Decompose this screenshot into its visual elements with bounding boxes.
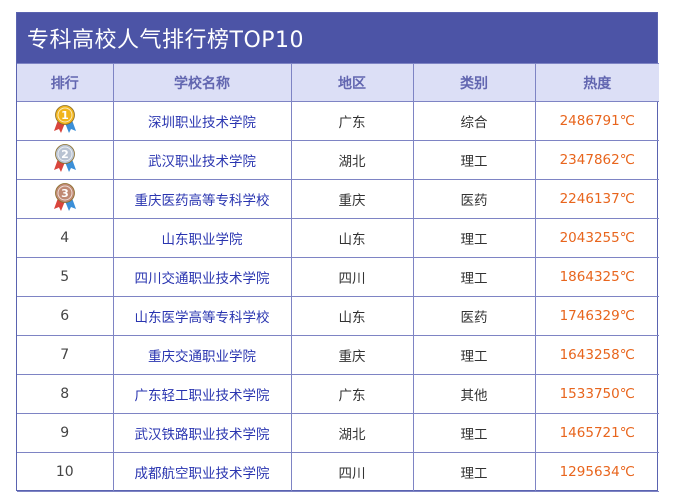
- svg-text:3: 3: [61, 187, 69, 200]
- school-name-link[interactable]: 重庆交通职业学院: [112, 335, 292, 375]
- title-bar: 专科高校人气排行榜TOP10: [17, 13, 657, 63]
- school-name-link[interactable]: 武汉铁路职业技术学院: [112, 413, 292, 453]
- table-row: 6 山东医学高等专科学校 山东 医药 1746329℃: [17, 296, 659, 336]
- category-cell: 理工: [412, 140, 536, 180]
- category-cell: 理工: [412, 257, 536, 297]
- heat-value: 2246137℃: [534, 179, 659, 219]
- table-row: 8 广东轻工职业技术学院 广东 其他 1533750℃: [17, 374, 659, 414]
- region-cell: 湖北: [290, 413, 414, 453]
- rank-cell: 10: [17, 452, 114, 492]
- table-row: 5 四川交通职业技术学院 四川 理工 1864325℃: [17, 257, 659, 297]
- heat-value: 1643258℃: [534, 335, 659, 375]
- header-category: 类别: [412, 63, 536, 102]
- table-row: 4 山东职业学院 山东 理工 2043255℃: [17, 218, 659, 258]
- header-row: 排行 学校名称 地区 类别 热度: [17, 63, 659, 102]
- heat-value: 1295634℃: [534, 452, 659, 492]
- rank-cell: 6: [17, 296, 114, 336]
- heat-value: 2347862℃: [534, 140, 659, 180]
- rank-cell: 2: [17, 140, 114, 180]
- header-rank: 排行: [17, 63, 114, 102]
- school-name-link[interactable]: 重庆医药高等专科学校: [112, 179, 292, 219]
- ranking-table: 排行 学校名称 地区 类别 热度 1 深圳职业技术学院 广东 综合 2486791℃ …: [17, 63, 659, 492]
- school-name-link[interactable]: 武汉职业技术学院: [112, 140, 292, 180]
- category-cell: 综合: [412, 101, 536, 141]
- region-cell: 广东: [290, 101, 414, 141]
- bronze-medal-icon: 3: [50, 182, 80, 216]
- region-cell: 山东: [290, 296, 414, 336]
- region-cell: 广东: [290, 374, 414, 414]
- region-cell: 重庆: [290, 335, 414, 375]
- school-name-link[interactable]: 广东轻工职业技术学院: [112, 374, 292, 414]
- school-name-link[interactable]: 四川交通职业技术学院: [112, 257, 292, 297]
- school-name-link[interactable]: 山东职业学院: [112, 218, 292, 258]
- heat-value: 1533750℃: [534, 374, 659, 414]
- heat-value: 1465721℃: [534, 413, 659, 453]
- table-row: 2 武汉职业技术学院 湖北 理工 2347862℃: [17, 140, 659, 180]
- rank-cell: 9: [17, 413, 114, 453]
- silver-medal-icon: 2: [50, 143, 80, 177]
- ranking-panel: 专科高校人气排行榜TOP10 排行 学校名称 地区 类别 热度 1 深圳职业技术…: [16, 12, 659, 492]
- svg-text:2: 2: [61, 148, 69, 161]
- rank-cell: 8: [17, 374, 114, 414]
- table-row: 3 重庆医药高等专科学校 重庆 医药 2246137℃: [17, 179, 659, 219]
- category-cell: 理工: [412, 413, 536, 453]
- table-row: 7 重庆交通职业学院 重庆 理工 1643258℃: [17, 335, 659, 375]
- heat-value: 1864325℃: [534, 257, 659, 297]
- heat-value: 2486791℃: [534, 101, 659, 141]
- table-row: 1 深圳职业技术学院 广东 综合 2486791℃: [17, 101, 659, 141]
- table-row: 10 成都航空职业技术学院 四川 理工 1295634℃: [17, 452, 659, 492]
- school-name-link[interactable]: 成都航空职业技术学院: [112, 452, 292, 492]
- rank-cell: 4: [17, 218, 114, 258]
- category-cell: 理工: [412, 452, 536, 492]
- table-body: 1 深圳职业技术学院 广东 综合 2486791℃ 2 武汉职业技术学院 湖北 理工 234…: [17, 101, 659, 492]
- rank-cell: 3: [17, 179, 114, 219]
- school-name-link[interactable]: 山东医学高等专科学校: [112, 296, 292, 336]
- region-cell: 湖北: [290, 140, 414, 180]
- gold-medal-icon: 1: [50, 104, 80, 138]
- rank-cell: 5: [17, 257, 114, 297]
- rank-cell: 7: [17, 335, 114, 375]
- header-heat: 热度: [534, 63, 659, 102]
- heat-value: 1746329℃: [534, 296, 659, 336]
- category-cell: 其他: [412, 374, 536, 414]
- svg-text:1: 1: [61, 109, 69, 122]
- category-cell: 医药: [412, 296, 536, 336]
- category-cell: 理工: [412, 218, 536, 258]
- region-cell: 重庆: [290, 179, 414, 219]
- school-name-link[interactable]: 深圳职业技术学院: [112, 101, 292, 141]
- rank-cell: 1: [17, 101, 114, 141]
- header-region: 地区: [290, 63, 414, 102]
- header-school: 学校名称: [112, 63, 292, 102]
- heat-value: 2043255℃: [534, 218, 659, 258]
- region-cell: 四川: [290, 257, 414, 297]
- category-cell: 理工: [412, 335, 536, 375]
- region-cell: 四川: [290, 452, 414, 492]
- page-title: 专科高校人气排行榜TOP10: [27, 28, 305, 53]
- table-row: 9 武汉铁路职业技术学院 湖北 理工 1465721℃: [17, 413, 659, 453]
- region-cell: 山东: [290, 218, 414, 258]
- category-cell: 医药: [412, 179, 536, 219]
